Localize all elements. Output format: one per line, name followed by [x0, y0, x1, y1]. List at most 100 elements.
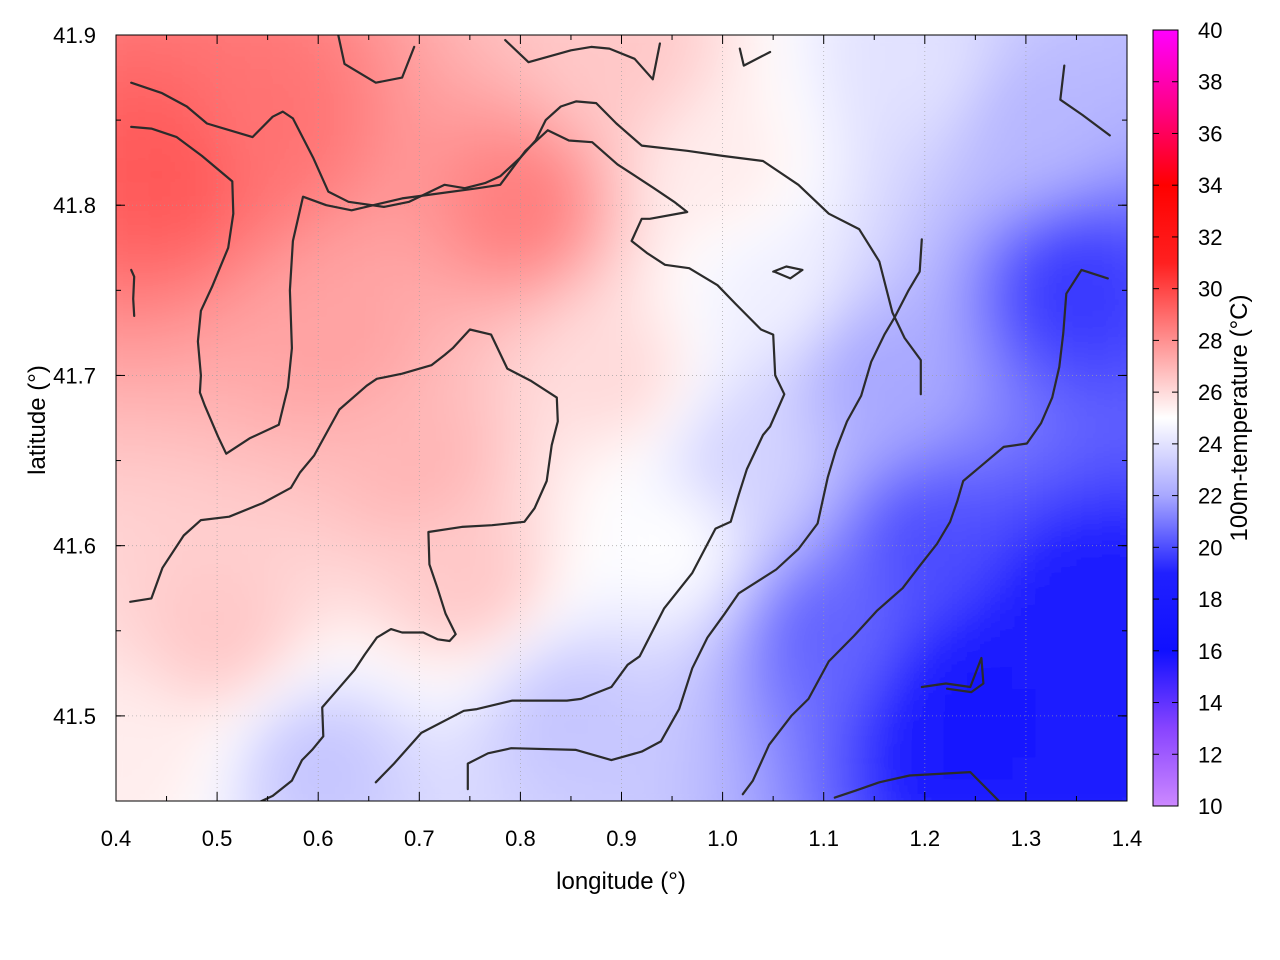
heatmap-cell [391, 778, 416, 801]
heatmap-cell [943, 778, 968, 801]
heatmap-cell [828, 620, 853, 645]
heatmap-cell [966, 102, 991, 127]
heatmap-cell [207, 57, 232, 81]
heatmap-cell [828, 170, 853, 194]
heatmap-cell [116, 665, 117, 690]
heatmap-cell [184, 170, 209, 194]
heatmap-cell [139, 688, 163, 712]
heatmap-cell [713, 237, 738, 262]
heatmap-cell [322, 463, 347, 487]
heatmap-cell [759, 395, 784, 419]
heatmap-cell [1081, 485, 1105, 510]
colorbar-tick-label: 12 [1198, 742, 1222, 767]
heatmap-cell [897, 35, 922, 36]
heatmap-cell [759, 575, 784, 600]
heatmap-cell [759, 620, 784, 645]
heatmap-cell [713, 688, 738, 712]
heatmap-cell [874, 260, 899, 284]
heatmap-cell [461, 0, 485, 13]
heatmap-cell [1081, 125, 1105, 149]
heatmap-cell [1012, 688, 1037, 712]
heatmap-cell [230, 170, 255, 194]
heatmap-cell [644, 395, 669, 419]
heatmap-cell [1081, 35, 1105, 36]
heatmap-cell [552, 35, 577, 59]
heatmap-cell [162, 305, 186, 329]
heatmap-cell [1127, 779, 1151, 803]
heatmap-cell [713, 643, 738, 667]
heatmap-cell [759, 147, 784, 172]
heatmap-cell [391, 35, 416, 59]
heatmap-cell [874, 372, 899, 397]
heatmap-cell [437, 418, 462, 442]
heatmap-cell [1012, 665, 1037, 690]
heatmap-cell [1058, 350, 1083, 374]
heatmap-cell [437, 260, 462, 284]
heatmap-cell [1012, 57, 1037, 81]
heatmap-cell [253, 147, 278, 172]
heatmap-cell [966, 643, 991, 667]
heatmap-cell [552, 710, 577, 735]
heatmap-cell [162, 440, 186, 464]
heatmap-cell [989, 463, 1014, 487]
heatmap-cell [1104, 147, 1127, 172]
heatmap-cell [437, 237, 462, 262]
heatmap-cell [1104, 57, 1127, 81]
heatmap-cell [299, 778, 324, 801]
heatmap-cell [437, 192, 462, 217]
heatmap-cell [552, 170, 577, 194]
heatmap-cell [230, 237, 255, 262]
heatmap-cell [184, 440, 209, 464]
heatmap-cell [437, 463, 462, 487]
heatmap-cell [1081, 508, 1105, 532]
heatmap-cell [736, 35, 761, 36]
heatmap-cell [1058, 485, 1083, 510]
heatmap-cell [345, 463, 370, 487]
heatmap-cell [966, 237, 991, 262]
heatmap-cell [116, 170, 140, 194]
heatmap-cell [345, 688, 370, 712]
heatmap-cell [667, 350, 692, 374]
heatmap-cell [323, 801, 347, 825]
heatmap-cell [667, 440, 692, 464]
heatmap-cell [576, 824, 600, 848]
heatmap-cell [414, 643, 439, 667]
heatmap-cell [391, 395, 416, 419]
heatmap-cell [391, 282, 416, 307]
heatmap-cell [162, 801, 186, 825]
heatmap-cell [391, 215, 416, 239]
heatmap-cell [989, 57, 1014, 81]
heatmap-cell [345, 778, 370, 801]
heatmap-cell [621, 733, 646, 757]
heatmap-cell [644, 778, 669, 801]
heatmap-cell [437, 282, 462, 307]
heatmap-cell [1058, 508, 1083, 532]
heatmap-cell [851, 508, 876, 532]
heatmap-cell [1081, 372, 1105, 397]
heatmap-cell [874, 80, 899, 104]
heatmap-cell [230, 35, 255, 59]
heatmap-cell [667, 395, 692, 419]
heatmap-cell [644, 620, 669, 645]
heatmap-cell [736, 102, 761, 127]
heatmap-cell [690, 710, 715, 735]
heatmap-cell [1127, 148, 1151, 172]
heatmap-cell [391, 575, 416, 600]
heatmap-cell [460, 282, 485, 307]
heatmap-cell [184, 643, 209, 667]
heatmap-cell [345, 102, 370, 127]
heatmap-cell [920, 575, 945, 600]
heatmap-cell [713, 665, 738, 690]
heatmap-cell [1012, 282, 1037, 307]
heatmap-cell [828, 327, 853, 352]
heatmap-cell [184, 508, 209, 532]
colorbar-tick-label: 10 [1198, 794, 1222, 819]
heatmap-cell [644, 575, 669, 600]
heatmap-cell [1127, 441, 1151, 465]
heatmap-cell [897, 801, 921, 825]
heatmap-cell [484, 0, 508, 13]
heatmap-cell [782, 643, 807, 667]
heatmap-cell [667, 710, 692, 735]
heatmap-cell [276, 553, 301, 577]
heatmap-cell [1058, 215, 1083, 239]
